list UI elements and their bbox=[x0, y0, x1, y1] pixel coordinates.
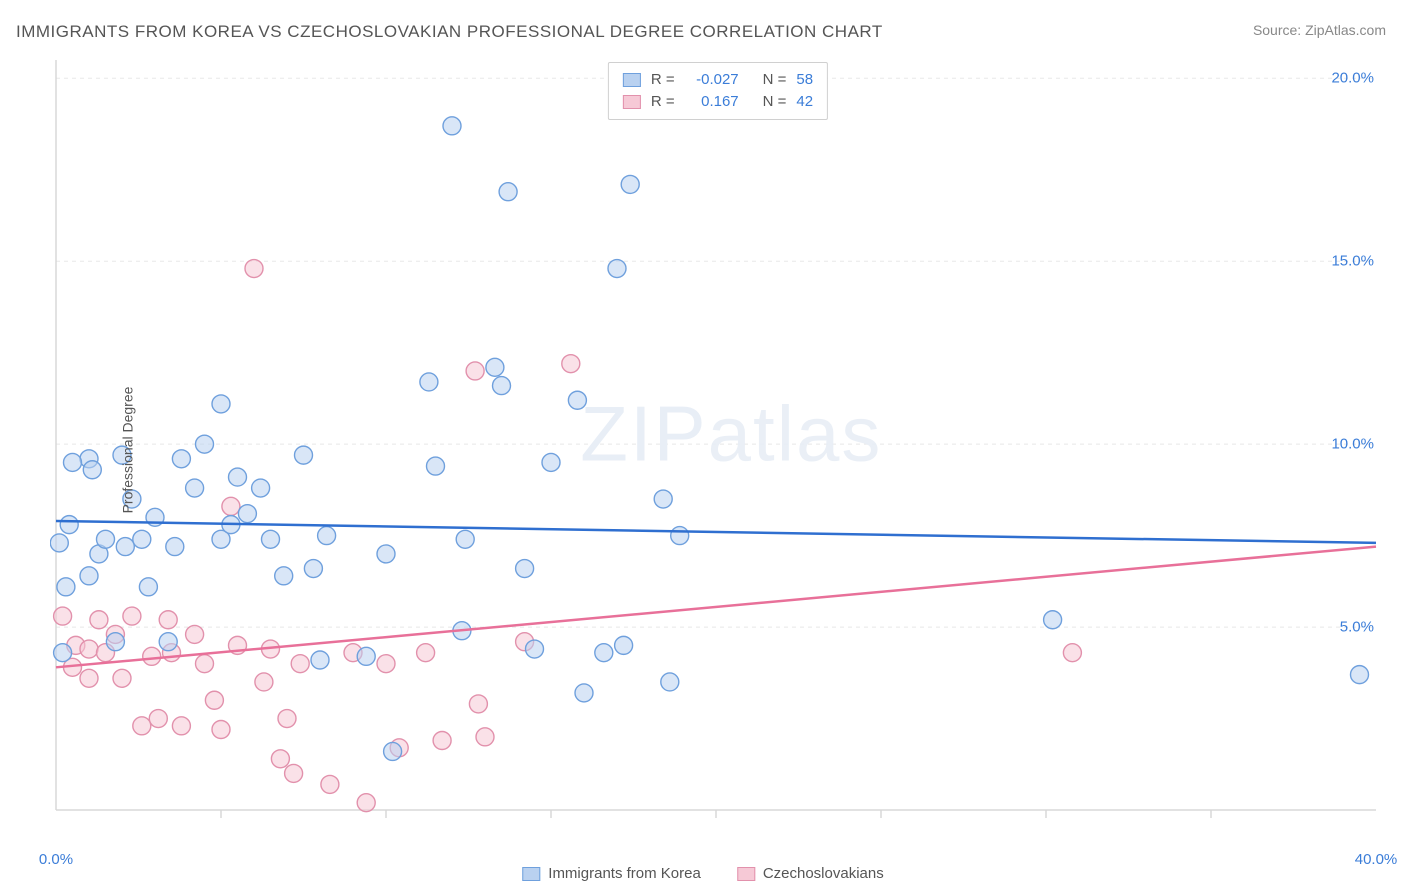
x-tick-label: 0.0% bbox=[39, 851, 73, 868]
x-tick-label: 40.0% bbox=[1355, 851, 1398, 868]
y-axis-label: Professional Degree bbox=[119, 387, 135, 514]
source-label: Source: ZipAtlas.com bbox=[1253, 22, 1386, 38]
stat-row: R = 0.167 N = 42 bbox=[623, 91, 813, 113]
legend-item: Immigrants from Korea bbox=[522, 865, 701, 882]
legend-swatch bbox=[737, 867, 755, 881]
y-tick-label: 20.0% bbox=[1331, 70, 1374, 87]
legend-label: Immigrants from Korea bbox=[548, 865, 701, 882]
stat-legend-box: R = -0.027 N = 58 R = 0.167 N = 42 bbox=[608, 62, 828, 120]
legend-swatch bbox=[623, 73, 641, 87]
chart-title: IMMIGRANTS FROM KOREA VS CZECHOSLOVAKIAN… bbox=[16, 22, 883, 42]
legend-swatch bbox=[623, 95, 641, 109]
n-value: 58 bbox=[796, 69, 813, 91]
chart-area: Professional Degree ZIPatlas R =-0.027N … bbox=[50, 60, 1386, 840]
y-tick-label: 15.0% bbox=[1331, 253, 1374, 270]
r-value: 0.167 bbox=[685, 91, 739, 113]
n-label: N = bbox=[763, 91, 787, 113]
n-value: 42 bbox=[796, 91, 813, 113]
y-tick-label: 10.0% bbox=[1331, 436, 1374, 453]
stat-row: R = -0.027 N = 58 bbox=[623, 69, 813, 91]
bottom-legend: Immigrants from Korea Czechoslovakians bbox=[522, 865, 883, 882]
y-tick-label: 5.0% bbox=[1340, 619, 1374, 636]
legend-swatch bbox=[522, 867, 540, 881]
legend-label: Czechoslovakians bbox=[763, 865, 884, 882]
n-label: N = bbox=[763, 69, 787, 91]
r-label: R = bbox=[651, 69, 675, 91]
r-label: R = bbox=[651, 91, 675, 113]
legend-item: Czechoslovakians bbox=[737, 865, 884, 882]
chart-svg bbox=[50, 60, 1386, 840]
r-value: -0.027 bbox=[685, 69, 739, 91]
